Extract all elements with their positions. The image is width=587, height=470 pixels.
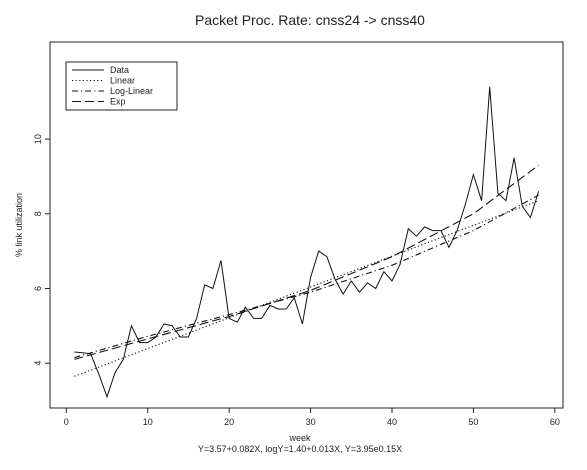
x-tick-label: 30	[306, 417, 316, 427]
y-tick-label: 8	[33, 211, 43, 216]
x-tick-label: 20	[224, 417, 234, 427]
series-data	[74, 86, 540, 399]
legend-label: Log-Linear	[110, 86, 153, 96]
series-linear	[74, 200, 539, 377]
x-tick-label: 50	[468, 417, 478, 427]
series-layer	[74, 86, 540, 399]
series-exp	[74, 164, 539, 360]
fit-equations-footnote: Y=3.57+0.082X, logY=1.40+0.013X, Y=3.95e…	[198, 444, 402, 454]
legend-label: Linear	[110, 76, 135, 86]
x-tick-label: 0	[64, 417, 69, 427]
x-axis-label: week	[288, 433, 311, 443]
x-tick-label: 10	[143, 417, 153, 427]
series-log-linear	[74, 194, 539, 359]
chart-title: Packet Proc. Rate: cnss24 -> cnss40	[195, 12, 425, 28]
x-axis: 0 10 20 30 40 50 60	[64, 408, 560, 427]
y-tick-label: 4	[33, 361, 43, 366]
plot-frame	[49, 41, 564, 409]
legend-label: Data	[110, 65, 129, 75]
x-tick-label: 40	[387, 417, 397, 427]
x-tick-label: 60	[550, 417, 560, 427]
y-tick-label: 10	[33, 134, 43, 144]
y-tick-label: 6	[33, 286, 43, 291]
y-axis-label: % link utilization	[14, 193, 24, 257]
y-axis: 4 6 8 10	[33, 134, 50, 366]
legend-label: Exp	[110, 97, 126, 107]
